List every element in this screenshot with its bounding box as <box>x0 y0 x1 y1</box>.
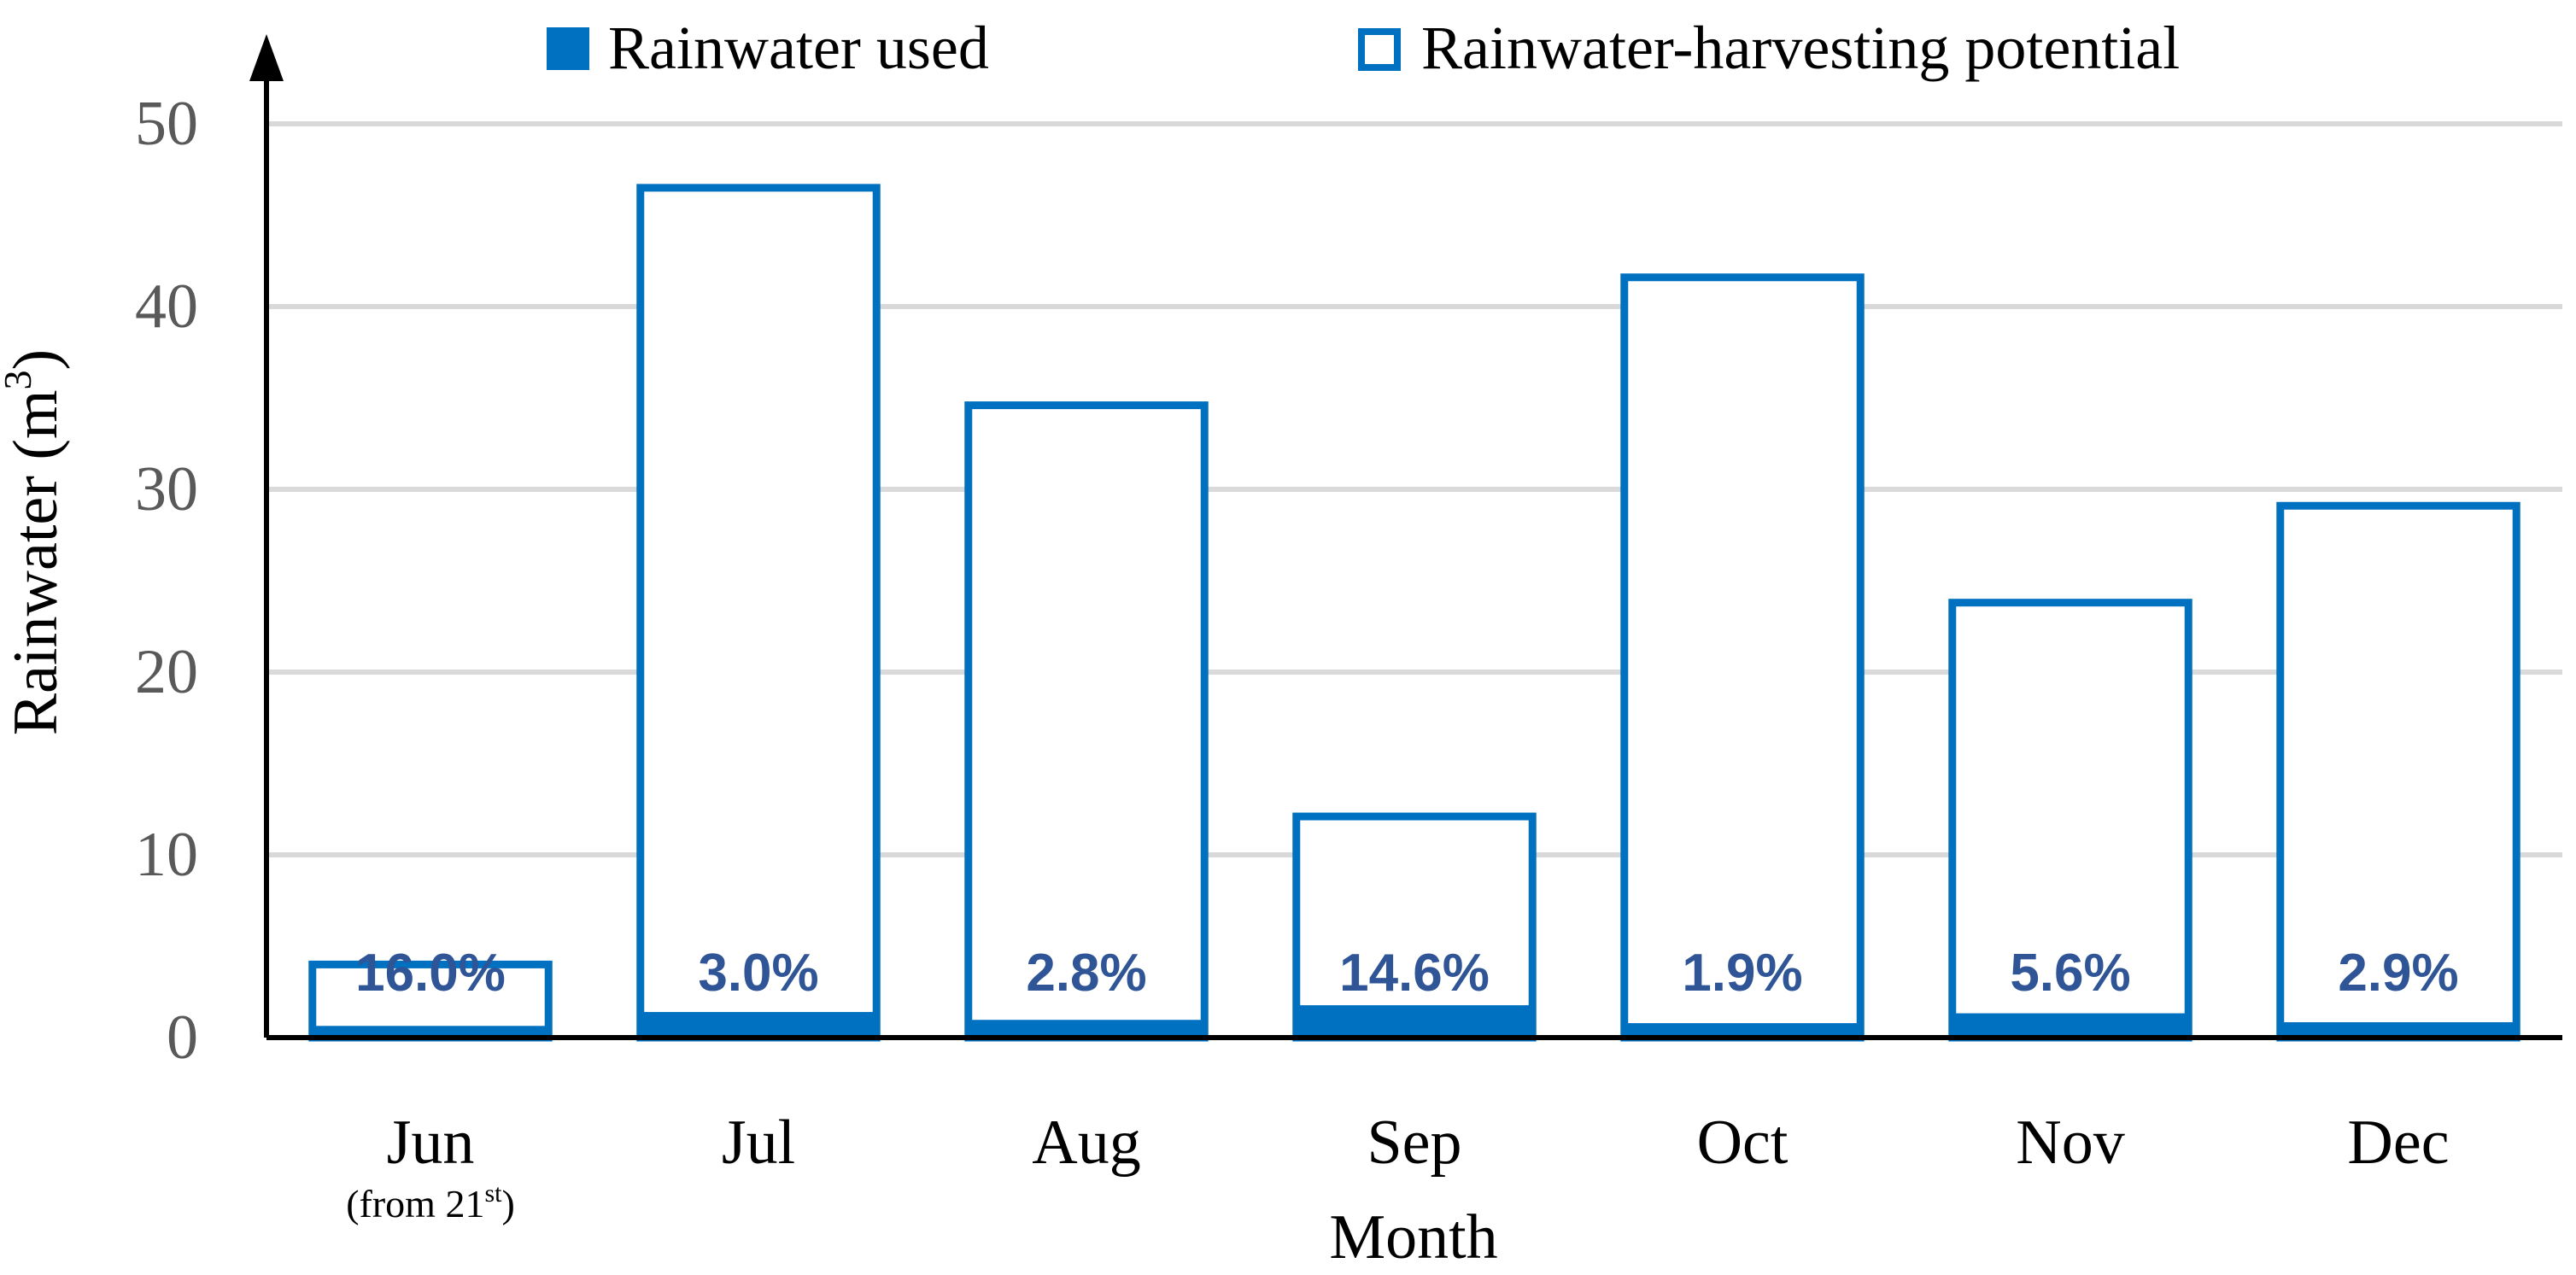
bar-potential-nov <box>1948 599 2193 1042</box>
bar-used-dec <box>2276 1022 2520 1038</box>
legend-label-used: Rainwater used <box>608 14 989 82</box>
axes <box>249 34 2562 1040</box>
y-tick-label: 50 <box>135 89 198 159</box>
legend: Rainwater used Rainwater-harvesting pote… <box>547 14 2180 82</box>
y-tick-labels: 0 10 20 30 40 50 <box>135 89 198 1073</box>
gridlines <box>266 121 2562 857</box>
y-axis-title-close: ) <box>1 349 71 371</box>
y-axis-arrow <box>249 34 284 81</box>
x-tick-label-nov: Nov <box>2016 1108 2124 1178</box>
bar-potential-oct <box>1620 273 1865 1042</box>
data-label-aug: 2.8% <box>1026 944 1146 1003</box>
y-tick-label: 10 <box>135 820 198 890</box>
x-tick-sublabel-prefix: (from 21 <box>346 1182 484 1225</box>
x-tick-label-jul: Jul <box>722 1108 795 1178</box>
data-label-oct: 1.9% <box>1682 944 1802 1003</box>
x-tick-label-oct: Oct <box>1697 1108 1789 1178</box>
x-tick-label-aug: Aug <box>1032 1108 1140 1178</box>
legend-swatch-potential <box>1358 28 1401 71</box>
bars <box>308 184 2520 1042</box>
bar-used-oct <box>1620 1023 1865 1038</box>
data-label-sep: 14.6% <box>1339 944 1490 1003</box>
y-tick-label: 30 <box>135 454 198 524</box>
bar-used-aug <box>964 1020 1209 1038</box>
y-tick-label: 40 <box>135 272 198 342</box>
data-label-nov: 5.6% <box>2010 944 2130 1003</box>
x-tick-sublabel: (from 21st) <box>346 1179 515 1225</box>
bar-potential-jun <box>308 960 553 1042</box>
bar-used-sep <box>1292 1005 1537 1038</box>
legend-swatch-used <box>547 27 589 70</box>
bar-used-jun <box>308 1026 553 1038</box>
x-tick-label-dec: Dec <box>2347 1108 2449 1178</box>
x-axis-title: Month <box>1329 1202 1497 1272</box>
y-axis-title-superscript: 3 <box>0 370 39 389</box>
data-labels: 16.0% 3.0% 2.8% 14.6% 1.9% 5.6% 2.9% <box>355 944 2459 1003</box>
data-label-jul: 3.0% <box>698 944 818 1003</box>
x-tick-labels: Jun Jul Aug Sep Oct Nov Dec (from 21st) <box>346 1108 2449 1225</box>
bar-potential-aug <box>964 401 1209 1042</box>
y-axis-title: Rainwater (m3) <box>0 349 71 735</box>
x-tick-label-jun: Jun <box>387 1108 475 1178</box>
y-tick-label: 20 <box>135 637 198 707</box>
y-axis-title-text: Rainwater (m <box>1 389 71 735</box>
bar-potential-dec <box>2276 501 2520 1042</box>
legend-label-potential: Rainwater-harvesting potential <box>1421 14 2180 82</box>
bar-potential-sep <box>1292 812 1537 1042</box>
x-tick-sublabel-sup: st <box>484 1179 502 1208</box>
bar-used-jul <box>636 1012 881 1038</box>
data-label-dec: 2.9% <box>2338 944 2458 1003</box>
y-tick-label: 0 <box>167 1003 198 1073</box>
data-label-jun: 16.0% <box>355 944 506 1003</box>
x-tick-sublabel-suffix: ) <box>501 1182 514 1225</box>
bar-used-nov <box>1948 1013 2193 1038</box>
x-tick-label-sep: Sep <box>1367 1108 1462 1178</box>
bar-potential-jul <box>636 184 881 1042</box>
